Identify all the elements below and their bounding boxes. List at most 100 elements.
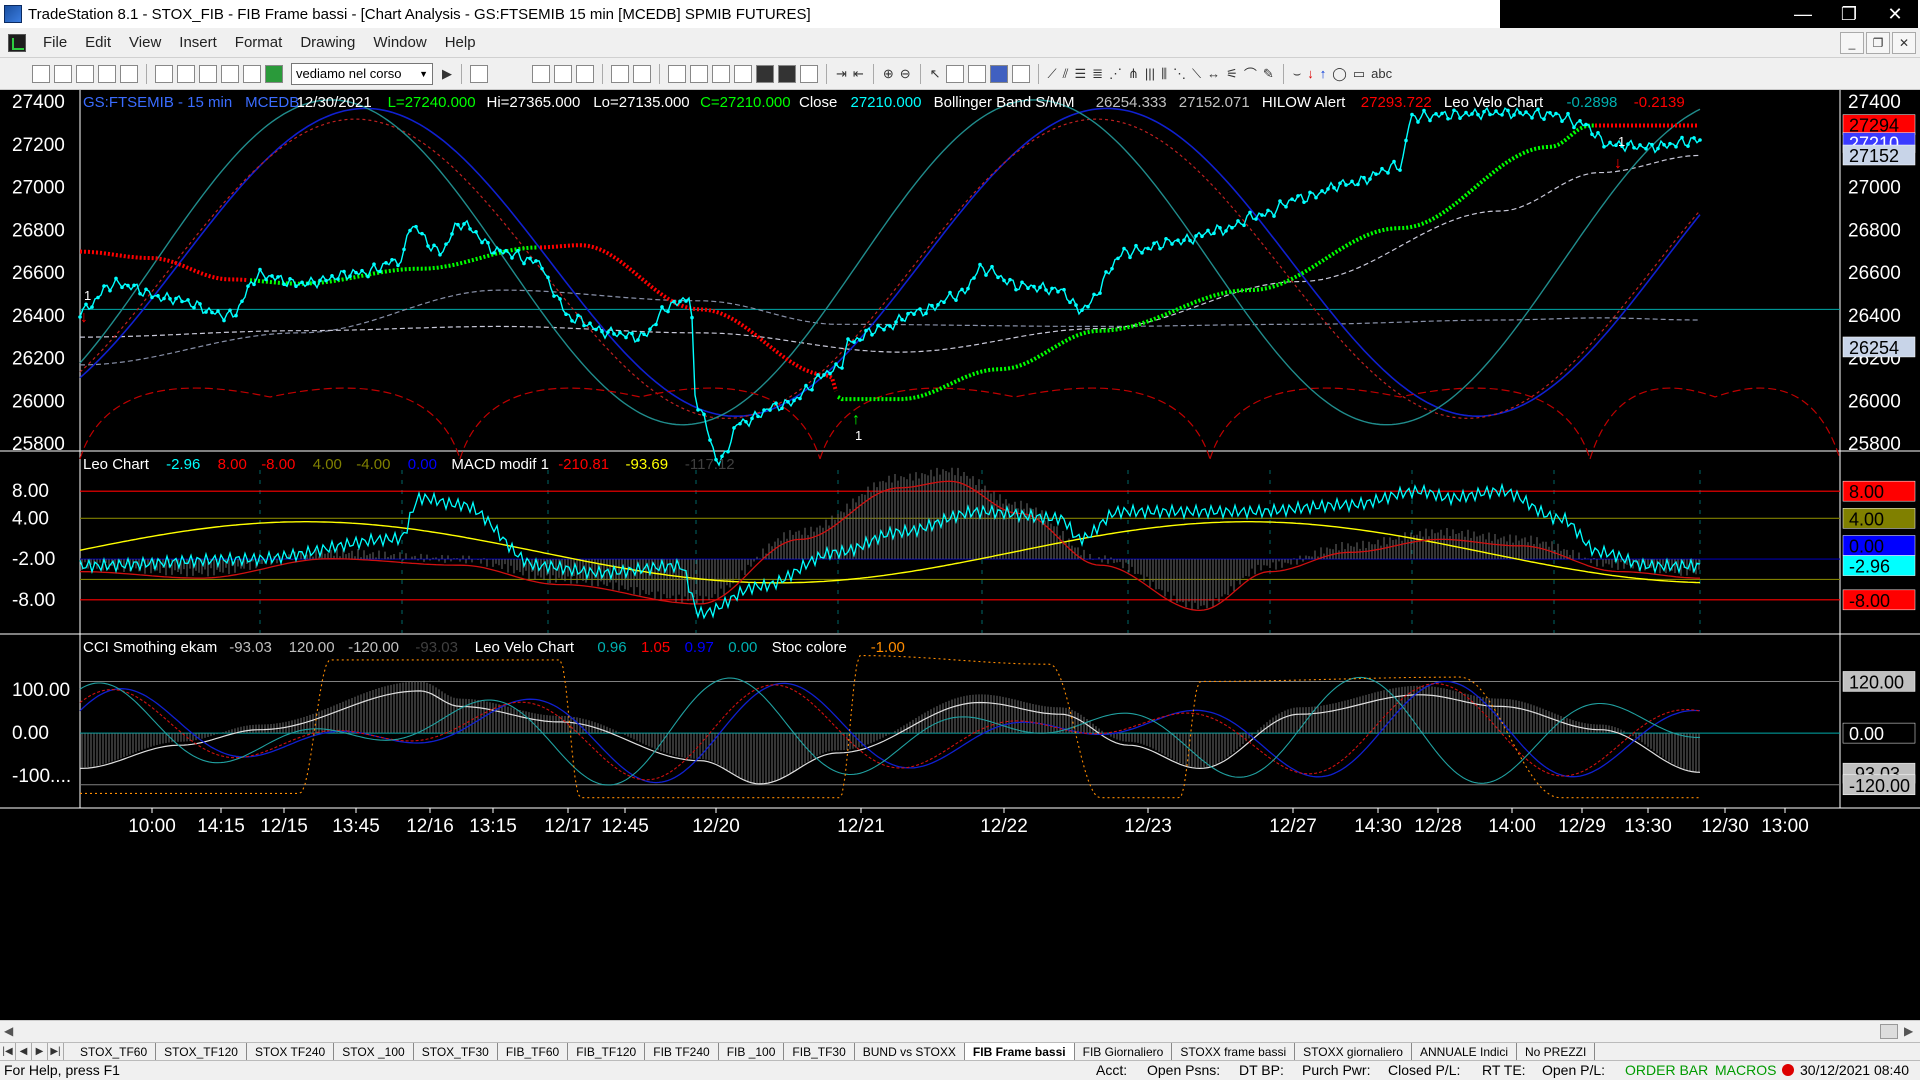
chart-window-icon[interactable] — [8, 33, 26, 52]
options-icon[interactable] — [712, 64, 730, 83]
insert-chart-icon[interactable] — [611, 64, 629, 83]
tab-stox-tf30[interactable]: STOX_TF30 — [414, 1043, 498, 1060]
lock-icon[interactable] — [199, 64, 217, 83]
paste-icon[interactable] — [265, 64, 283, 83]
fib-time-zones-icon[interactable]: ⫼ — [1161, 65, 1168, 81]
rectangle-icon[interactable]: ▭ — [1352, 65, 1366, 81]
minimize-button[interactable]: — — [1780, 0, 1826, 28]
freehand-icon[interactable]: ✎ — [1262, 65, 1274, 81]
open-icon[interactable] — [54, 64, 72, 83]
play-icon[interactable]: ▶ — [442, 65, 452, 81]
tab-bund-vs-stoxx[interactable]: BUND vs STOXX — [855, 1043, 965, 1060]
bar-chart-icon[interactable] — [756, 64, 774, 83]
open-workspace-icon[interactable] — [98, 64, 116, 83]
trendline-icon[interactable]: ⟋ — [1047, 65, 1057, 81]
tab-nav-3[interactable]: ▶| — [48, 1043, 64, 1060]
tab-stox-tf60[interactable]: STOX_TF60 — [72, 1043, 157, 1060]
copy-icon[interactable] — [243, 64, 261, 83]
format-symbol-icon[interactable] — [532, 64, 550, 83]
cycle-lines-icon[interactable]: ⚟ — [1226, 65, 1238, 81]
data-window-icon[interactable] — [576, 64, 594, 83]
tab-stoxx-giornaliero[interactable]: STOXX giornaliero — [1295, 1043, 1412, 1060]
object-tool-icon[interactable] — [989, 64, 1008, 83]
restore-button[interactable]: ❐ — [1826, 0, 1872, 28]
curve-icon[interactable]: ⌣ — [1292, 65, 1302, 81]
tab-stoxx-frame-bassi[interactable]: STOXX frame bassi — [1172, 1043, 1296, 1060]
andrews-pitchfork-icon[interactable]: ⋔ — [1128, 65, 1139, 81]
title-bar[interactable]: TradeStation 8.1 - STOX_FIB - FIB Frame … — [0, 0, 1920, 28]
insert-study-icon[interactable] — [633, 64, 651, 83]
find-symbol-icon[interactable] — [470, 64, 488, 83]
menu-view[interactable]: View — [129, 34, 162, 51]
menu-window[interactable]: Window — [373, 34, 427, 51]
print-preview-icon[interactable] — [177, 64, 195, 83]
scanner-icon[interactable] — [734, 64, 752, 83]
macros-button[interactable]: MACROS — [1715, 1062, 1777, 1078]
gann-fan-icon[interactable]: ⋱ — [1173, 65, 1187, 81]
scroll-left-icon[interactable]: ◀ — [4, 1024, 14, 1038]
arrow-up-icon[interactable]: ↑ — [1319, 66, 1327, 81]
regression-icon[interactable]: ↔ — [1207, 66, 1221, 81]
tab-fib-frame-bassi[interactable]: FIB Frame bassi — [964, 1043, 1075, 1060]
drawing-props-icon[interactable] — [1011, 64, 1030, 83]
menu-insert[interactable]: Insert — [179, 34, 217, 51]
scroll-thumb[interactable] — [1880, 1024, 1898, 1039]
expand-bars-icon[interactable]: ⇤ — [852, 65, 864, 81]
tab-fib-tf240[interactable]: FIB TF240 — [645, 1043, 719, 1060]
compress-bars-icon[interactable]: ⇥ — [836, 65, 847, 81]
tab-fib-100[interactable]: FIB _100 — [719, 1043, 785, 1060]
fib-retracement-icon[interactable]: ≣ — [1092, 65, 1104, 81]
mdi-restore-button[interactable]: ❐ — [1866, 32, 1890, 54]
tab-annuale-indici[interactable]: ANNUALE Indici — [1412, 1043, 1517, 1060]
horizontal-scrollbar[interactable]: ◀ ▶ — [0, 1020, 1920, 1042]
tab-no-prezzi[interactable]: No PREZZI — [1517, 1043, 1596, 1060]
tab-fib-tf60[interactable]: FIB_TF60 — [498, 1043, 569, 1060]
order-bar-button[interactable]: ORDER BAR — [1625, 1062, 1709, 1078]
menu-edit[interactable]: Edit — [85, 34, 112, 51]
new-workspace-icon[interactable] — [76, 64, 94, 83]
tab-fib-giornaliero[interactable]: FIB Giornaliero — [1075, 1043, 1173, 1060]
arrow-down-icon[interactable]: ↓ — [1307, 66, 1314, 81]
hammer-icon[interactable] — [967, 64, 986, 83]
horizontal-lines-icon[interactable]: ☰ — [1074, 65, 1087, 81]
line-chart-icon[interactable] — [800, 64, 818, 83]
radar-screen-icon[interactable] — [668, 64, 686, 83]
cut-icon[interactable] — [221, 64, 239, 83]
tab-fib-tf120[interactable]: FIB_TF120 — [568, 1043, 646, 1060]
candle-chart-icon[interactable] — [778, 64, 796, 83]
ellipse-icon[interactable]: ◯ — [1332, 65, 1347, 81]
fib-extension-icon[interactable]: ⋰ — [1109, 65, 1123, 81]
zoom-out-icon[interactable]: ⊖ — [899, 65, 911, 81]
menu-file[interactable]: File — [43, 34, 68, 51]
mdi-close-button[interactable]: ✕ — [1892, 32, 1916, 54]
speed-lines-icon[interactable]: ⟍ — [1192, 65, 1202, 81]
new-icon[interactable] — [32, 64, 50, 83]
tab-nav-0[interactable]: |◀ — [0, 1043, 16, 1060]
crosshair-icon[interactable] — [945, 64, 964, 83]
tab-fib-tf30[interactable]: FIB_TF30 — [784, 1043, 855, 1060]
tab-nav-1[interactable]: ◀ — [16, 1043, 32, 1060]
tab-stox-100[interactable]: STOX _100 — [334, 1043, 414, 1060]
tradestation-app-icon[interactable] — [4, 5, 22, 23]
text-tool-icon[interactable]: abc — [1371, 66, 1393, 81]
mdi-minimize-button[interactable]: _ — [1840, 32, 1864, 54]
save-icon[interactable] — [120, 64, 138, 83]
vertical-lines-icon[interactable]: ||| — [1144, 66, 1156, 81]
tab-nav-2[interactable]: ▶ — [32, 1043, 48, 1060]
tab-stox-tf120[interactable]: STOX_TF120 — [156, 1043, 247, 1060]
arc-icon[interactable]: ⌒ — [1243, 67, 1257, 82]
workspace-select[interactable]: vediamo nel corso ▼ — [291, 62, 433, 85]
menu-drawing[interactable]: Drawing — [300, 34, 356, 51]
format-analysis-icon[interactable] — [554, 64, 572, 83]
parallel-lines-icon[interactable]: ⫽ — [1062, 65, 1069, 81]
close-button[interactable]: ✕ — [1872, 0, 1918, 28]
tab-stox-tf240[interactable]: STOX TF240 — [247, 1043, 335, 1060]
matrix-icon[interactable] — [690, 64, 708, 83]
menu-format[interactable]: Format — [234, 34, 283, 51]
print-icon[interactable] — [155, 64, 173, 83]
pointer-icon[interactable]: ↖ — [929, 65, 941, 81]
zoom-in-icon[interactable]: ⊕ — [882, 65, 894, 81]
scroll-right-icon[interactable]: ▶ — [1904, 1024, 1914, 1038]
menu-help[interactable]: Help — [444, 34, 476, 51]
